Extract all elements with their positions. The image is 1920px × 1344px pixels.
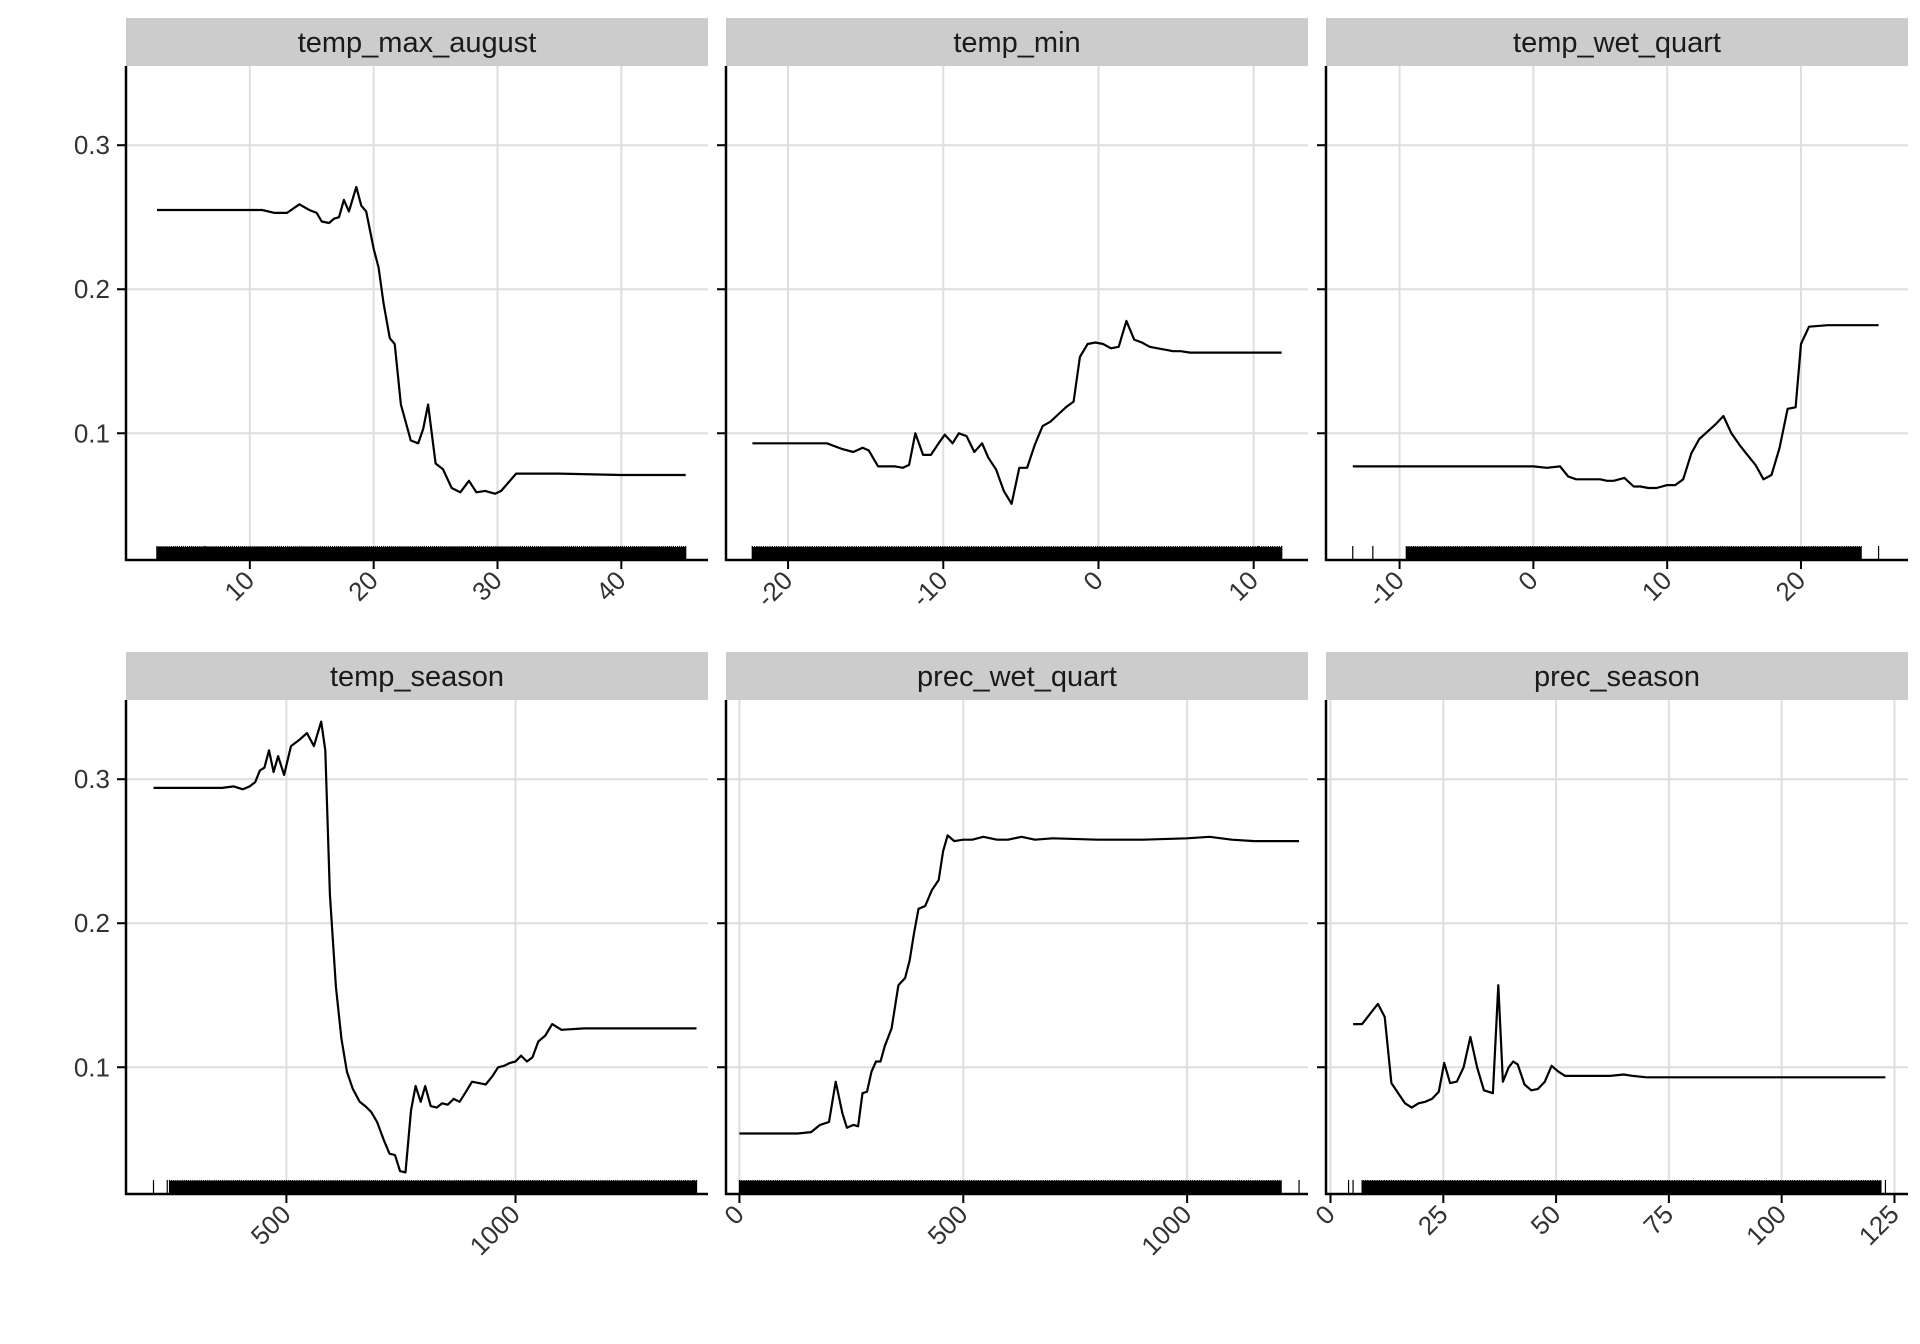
facet-strip-label: prec_season <box>1534 661 1700 693</box>
rug-band <box>752 547 1282 559</box>
facet-strip-label: temp_season <box>330 661 504 693</box>
y-tick-label: 0.2 <box>74 274 110 304</box>
facet-strip <box>726 652 1308 700</box>
y-tick-label: 0.2 <box>74 908 110 938</box>
facet-strip <box>1326 652 1908 700</box>
pd-line <box>153 720 697 1174</box>
pd-line <box>1352 324 1879 490</box>
facet-strip-label: temp_min <box>953 27 1080 59</box>
facet-panel-temp-wet-quart: temp_wet_quart-10 0 10 20 <box>1317 18 1908 613</box>
pd-line <box>1353 984 1886 1109</box>
y-tick-label: 0.1 <box>74 418 110 448</box>
rug-plot <box>1352 546 1880 560</box>
rug-band <box>156 547 686 559</box>
pd-line <box>157 185 686 495</box>
rug-band <box>169 1181 697 1193</box>
facet-strip <box>1326 18 1908 66</box>
pd-line <box>752 319 1282 505</box>
rug-plot <box>152 1180 698 1194</box>
rug-band <box>1406 547 1862 559</box>
y-tick-label: 0.3 <box>74 764 110 794</box>
rug-plot <box>751 546 1283 560</box>
rug-plot <box>1347 1180 1887 1194</box>
rug-plot <box>738 1180 1300 1194</box>
facet-strip-label: temp_wet_quart <box>1513 27 1721 59</box>
facet-strip <box>126 18 708 66</box>
y-tick-label: 0.1 <box>74 1052 110 1082</box>
rug-band <box>739 1181 1282 1193</box>
facet-strip <box>126 652 708 700</box>
y-tick-label: 0.3 <box>74 130 110 160</box>
facet-strip <box>726 18 1308 66</box>
facet-strip-label: prec_wet_quart <box>917 661 1117 693</box>
rug-plot <box>156 546 687 560</box>
rug-band <box>1362 1181 1881 1193</box>
facet-strip-label: temp_max_august <box>298 27 537 59</box>
pd-line <box>739 834 1299 1135</box>
